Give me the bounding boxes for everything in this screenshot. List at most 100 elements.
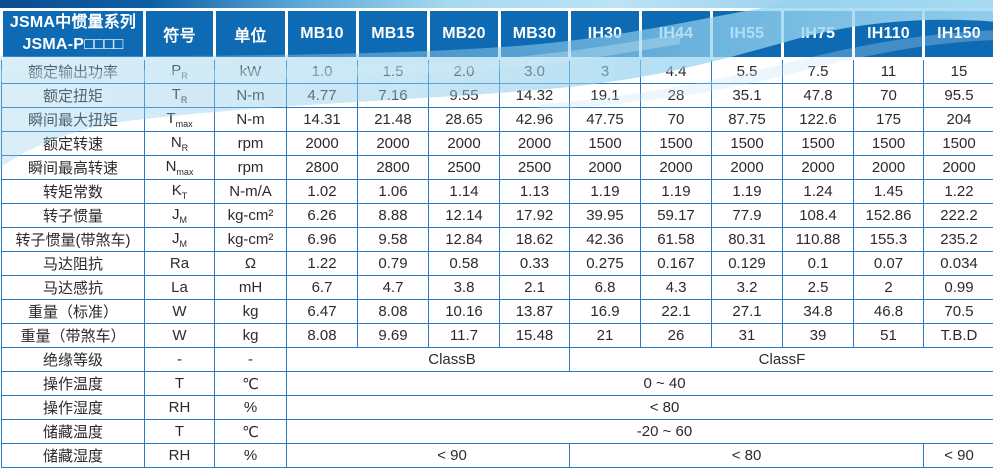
- model-header: IH110: [852, 8, 925, 60]
- spec-value-cell: 51: [853, 323, 924, 348]
- spec-value-cell: 152.86: [853, 203, 924, 228]
- unit-cell: %: [214, 395, 287, 420]
- spec-value-cell: 2500: [428, 155, 500, 180]
- model-header: IH75: [781, 8, 855, 60]
- spec-value-cell: 1.22: [923, 179, 993, 204]
- unit-cell: kg: [214, 299, 287, 324]
- symbol-cell: T: [144, 371, 215, 396]
- row-label: 绝缘等级: [1, 347, 145, 372]
- unit-cell: ℃: [214, 371, 287, 396]
- unit-cell: kW: [214, 58, 287, 84]
- spec-value-cell: 1500: [711, 131, 783, 156]
- row-label: 额定转速: [1, 131, 145, 156]
- spec-row: 瞬间最大扭矩 Tmax N-m 14.31 21.48 28.65 42.96 47.75 70…: [1, 107, 993, 132]
- spec-value-cell: 70: [640, 107, 712, 132]
- row-label: 额定输出功率: [1, 58, 145, 84]
- spec-row: 瞬间最高转速 Nmax rpm 2800 2800 2500 2500 2000 2000 200…: [1, 155, 993, 180]
- unit-cell: %: [214, 443, 287, 468]
- symbol-cell: PR: [144, 58, 215, 84]
- symbol-subscript: T: [181, 191, 188, 201]
- symbol-subscript: M: [179, 239, 188, 249]
- spec-value-cell: 12.84: [428, 227, 500, 252]
- symbol-cell: Ra: [144, 251, 215, 276]
- spec-value-cell: 2800: [286, 155, 358, 180]
- unit-column-header: 单位: [213, 8, 288, 60]
- row-label: 操作湿度: [1, 395, 145, 420]
- spec-value-cell: T.B.D: [923, 323, 993, 348]
- spec-value-cell: 1500: [569, 131, 641, 156]
- symbol-cell: NR: [144, 131, 215, 156]
- spec-value-cell: 175: [853, 107, 924, 132]
- spec-value-cell: 0.07: [853, 251, 924, 276]
- spec-value-cell: 2000: [499, 131, 570, 156]
- merged-value-cell: 0 ~ 40: [286, 371, 993, 396]
- spec-value-cell: 235.2: [923, 227, 993, 252]
- spec-value-cell: 2.0: [428, 58, 500, 84]
- spec-value-cell: 1.14: [428, 179, 500, 204]
- spec-value-cell: 2000: [286, 131, 358, 156]
- spec-value-cell: 11.7: [428, 323, 500, 348]
- spec-value-cell: 1.02: [286, 179, 358, 204]
- spec-value-cell: 13.87: [499, 299, 570, 324]
- model-header: IH30: [568, 8, 642, 60]
- merged-value-cell: < 80: [569, 443, 924, 468]
- spec-value-cell: 2500: [499, 155, 570, 180]
- unit-cell: -: [214, 347, 287, 372]
- spec-row: 绝缘等级 - - ClassB ClassF: [1, 347, 993, 372]
- symbol-cell: RH: [144, 443, 215, 468]
- spec-value-cell: 1500: [640, 131, 712, 156]
- model-header: MB15: [356, 8, 430, 60]
- spec-value-cell: 4.77: [286, 83, 358, 108]
- spec-value-cell: 27.1: [711, 299, 783, 324]
- spec-value-cell: 4.4: [640, 58, 712, 84]
- row-label: 转子惯量: [1, 203, 145, 228]
- spec-row: 储藏温度 T ℃ -20 ~ 60: [1, 419, 993, 444]
- spec-value-cell: 0.99: [923, 275, 993, 300]
- spec-value-cell: 1500: [853, 131, 924, 156]
- spec-value-cell: 1.13: [499, 179, 570, 204]
- spec-value-cell: 1.5: [357, 58, 429, 84]
- row-label: 马达感抗: [1, 275, 145, 300]
- spec-value-cell: 47.75: [569, 107, 641, 132]
- row-label: 额定扭矩: [1, 83, 145, 108]
- symbol-subscript: R: [181, 71, 188, 81]
- spec-value-cell: 16.9: [569, 299, 641, 324]
- unit-cell: rpm: [214, 131, 287, 156]
- spec-row: 转子惯量(带煞车) JM kg-cm² 6.96 9.58 12.84 18.62 42.36…: [1, 227, 993, 252]
- symbol-cell: TR: [144, 83, 215, 108]
- spec-value-cell: 1500: [923, 131, 993, 156]
- row-label: 重量（带煞车）: [1, 323, 145, 348]
- spec-value-cell: 2000: [640, 155, 712, 180]
- model-header: MB30: [498, 8, 571, 60]
- spec-value-cell: 11: [853, 58, 924, 84]
- series-title: JSMA中惯量系列 JSMA-P□□□□: [0, 8, 146, 60]
- spec-value-cell: 39.95: [569, 203, 641, 228]
- spec-value-cell: 204: [923, 107, 993, 132]
- spec-row: 转矩常数 KT N-m/A 1.02 1.06 1.14 1.13 1.19 1.19 1.19 1…: [1, 179, 993, 204]
- unit-cell: Ω: [214, 251, 287, 276]
- spec-value-cell: 2800: [357, 155, 429, 180]
- symbol-subscript: max: [175, 119, 193, 129]
- spec-value-cell: 46.8: [853, 299, 924, 324]
- spec-value-cell: 9.69: [357, 323, 429, 348]
- model-header: MB20: [427, 8, 501, 60]
- spec-value-cell: 2000: [428, 131, 500, 156]
- symbol-subscript: R: [181, 143, 189, 153]
- spec-value-cell: 47.8: [782, 83, 854, 108]
- spec-row: 转子惯量 JM kg-cm² 6.26 8.88 12.14 17.92 39.95 59.17…: [1, 203, 993, 228]
- unit-cell: N-m/A: [214, 179, 287, 204]
- spec-value-cell: 15: [923, 58, 993, 84]
- spec-value-cell: 122.6: [782, 107, 854, 132]
- merged-value-cell: < 90: [923, 443, 993, 468]
- spec-row: 马达感抗 La mH 6.7 4.7 3.8 2.1 6.8 4.3 3.2 2.5 2 0.99: [1, 275, 993, 300]
- spec-value-cell: 42.36: [569, 227, 641, 252]
- series-title-line1: JSMA中惯量系列: [9, 14, 137, 32]
- spec-value-cell: 10.16: [428, 299, 500, 324]
- spec-value-cell: 1.19: [640, 179, 712, 204]
- unit-cell: mH: [214, 275, 287, 300]
- spec-value-cell: 1.06: [357, 179, 429, 204]
- spec-value-cell: 2.5: [782, 275, 854, 300]
- row-label: 马达阻抗: [1, 251, 145, 276]
- motor-spec-table: JSMA中惯量系列 JSMA-P□□□□ 符号 单位 MB10 MB15 MB20 M…: [0, 8, 993, 468]
- spec-row: 操作温度 T ℃ 0 ~ 40: [1, 371, 993, 396]
